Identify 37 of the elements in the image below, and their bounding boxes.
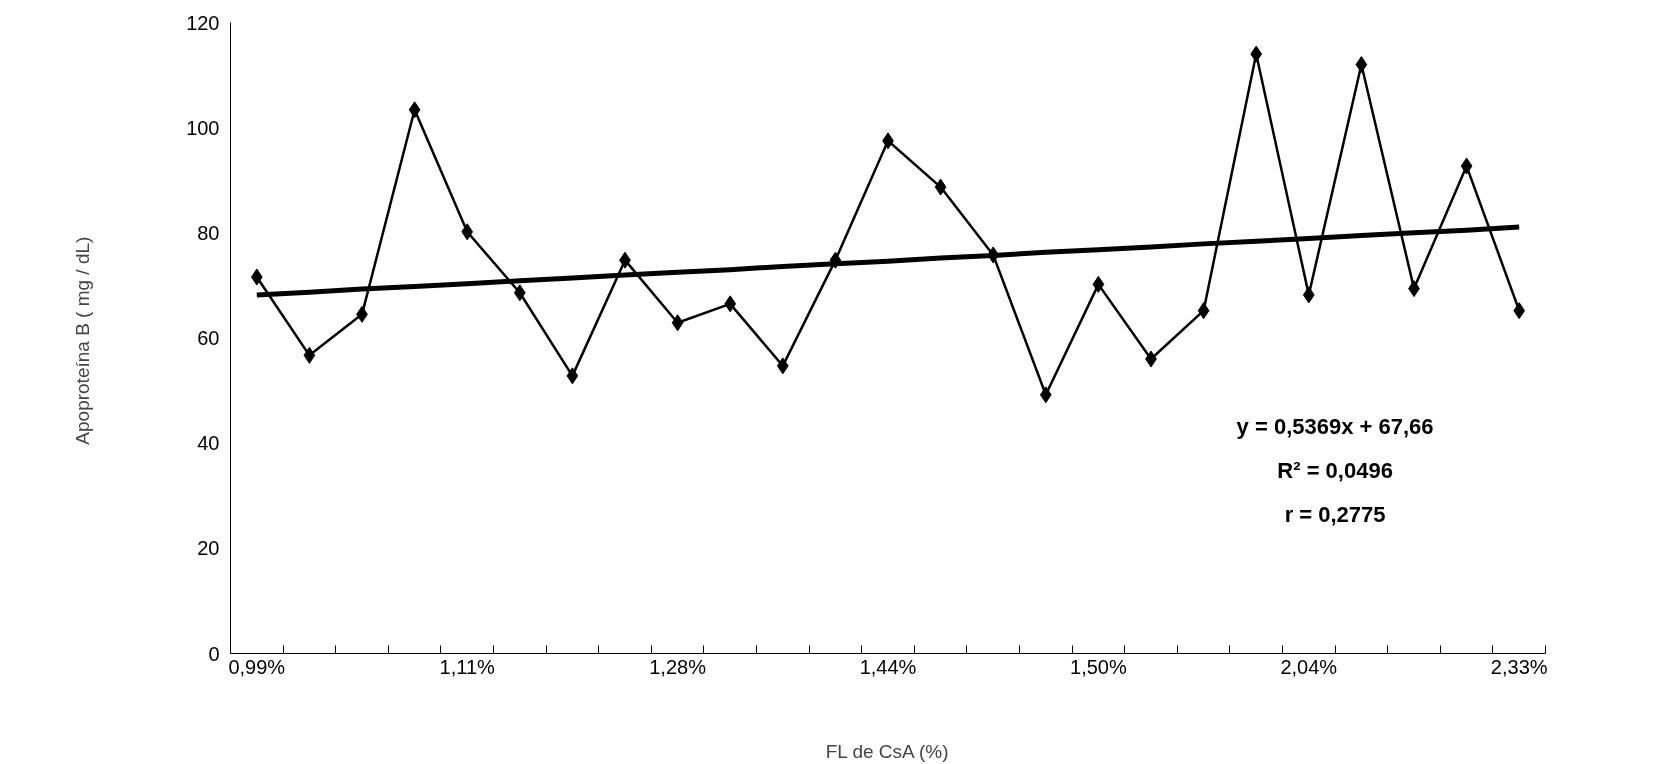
point bbox=[566, 367, 579, 385]
annotation: R² = 0,0496 bbox=[1277, 458, 1393, 484]
point bbox=[1250, 45, 1263, 63]
point bbox=[934, 178, 947, 196]
point bbox=[303, 346, 316, 364]
annotation: y = 0,5369x + 67,66 bbox=[1236, 413, 1434, 439]
y-tick-label: 120 bbox=[186, 11, 220, 34]
point bbox=[1302, 286, 1315, 304]
point bbox=[461, 223, 474, 241]
point bbox=[671, 314, 684, 332]
x-tick-label: 2,04% bbox=[1280, 655, 1338, 678]
x-tick-label: 1,11% bbox=[439, 655, 496, 678]
point bbox=[513, 284, 526, 302]
y-axis-title: Apoproteína B ( mg / dL) bbox=[72, 236, 94, 445]
y-tick-label: 60 bbox=[197, 327, 220, 349]
y-tick-label: 80 bbox=[197, 221, 220, 244]
x-tick-label: 0,99% bbox=[228, 655, 286, 678]
y-tick-label: 20 bbox=[197, 537, 220, 560]
annotation: r = 0,2775 bbox=[1284, 502, 1386, 528]
point bbox=[250, 268, 263, 286]
x-tick-label: 2,33% bbox=[1490, 655, 1548, 678]
x-tick-label: 1,44% bbox=[859, 655, 917, 678]
point bbox=[1092, 275, 1105, 293]
point bbox=[724, 295, 737, 313]
point bbox=[1513, 302, 1526, 320]
x-tick-label: 1,50% bbox=[1070, 655, 1127, 678]
y-tick-label: 100 bbox=[186, 116, 220, 139]
point bbox=[776, 357, 789, 375]
point bbox=[1039, 386, 1052, 404]
point bbox=[1460, 157, 1473, 175]
y-tick-label: 40 bbox=[197, 432, 220, 455]
point bbox=[1355, 56, 1368, 74]
point bbox=[408, 101, 421, 119]
y-tick-label: 0 bbox=[208, 642, 220, 665]
x-tick-label: 1,28% bbox=[649, 655, 707, 678]
x-axis-title: FL de CsA (%) bbox=[825, 740, 949, 762]
point bbox=[1197, 302, 1210, 320]
